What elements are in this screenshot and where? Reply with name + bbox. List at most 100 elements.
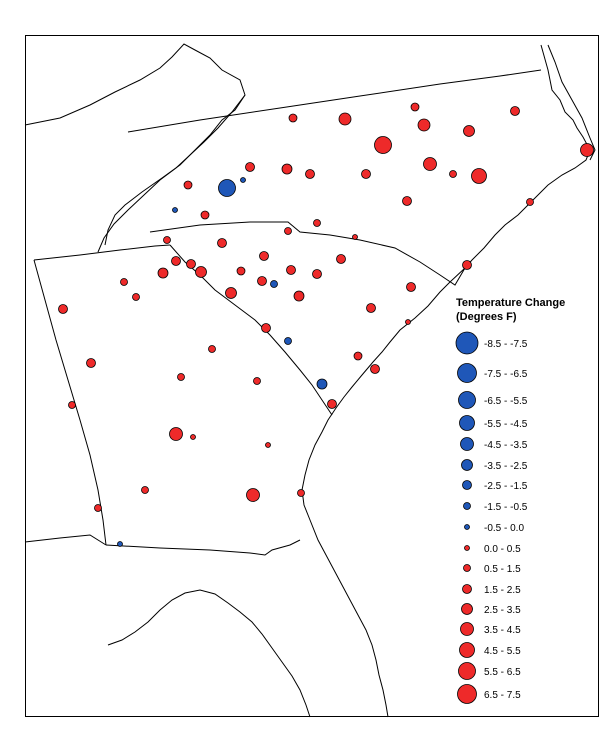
station-marker bbox=[327, 399, 337, 409]
station-marker bbox=[281, 163, 293, 175]
legend-label: -6.5 - -5.5 bbox=[484, 396, 528, 407]
station-marker bbox=[120, 278, 128, 286]
legend-label: 5.5 - 6.5 bbox=[484, 667, 521, 678]
station-marker bbox=[402, 196, 412, 206]
station-marker bbox=[259, 251, 269, 261]
va-nc-border bbox=[127, 69, 542, 133]
legend-symbol bbox=[464, 524, 470, 530]
station-marker bbox=[370, 364, 380, 374]
atlantic-coastline bbox=[301, 44, 591, 718]
station-marker bbox=[86, 358, 96, 368]
legend-symbol bbox=[457, 363, 477, 383]
legend-symbol bbox=[460, 622, 474, 636]
station-marker bbox=[312, 269, 322, 279]
legend-symbol bbox=[461, 459, 473, 471]
legend-symbol bbox=[462, 480, 472, 490]
station-marker bbox=[169, 427, 183, 441]
legend-label: -7.5 - -6.5 bbox=[484, 369, 528, 380]
legend-label: 4.5 - 5.5 bbox=[484, 646, 521, 657]
station-marker bbox=[141, 486, 149, 494]
station-marker bbox=[297, 489, 305, 497]
station-marker bbox=[157, 267, 169, 279]
station-marker bbox=[352, 234, 358, 240]
station-marker bbox=[293, 290, 305, 302]
station-marker bbox=[257, 276, 267, 286]
ga-fl-border bbox=[105, 539, 301, 556]
station-marker bbox=[172, 207, 178, 213]
station-markers bbox=[58, 102, 594, 547]
station-marker bbox=[338, 112, 352, 126]
station-marker bbox=[405, 319, 411, 325]
station-marker bbox=[177, 373, 185, 381]
al-fl-border bbox=[24, 534, 107, 546]
station-marker bbox=[240, 177, 246, 183]
station-marker bbox=[253, 377, 261, 385]
ga-north-border bbox=[33, 244, 171, 261]
station-marker bbox=[190, 434, 196, 440]
station-marker bbox=[208, 345, 216, 353]
station-marker bbox=[471, 168, 487, 184]
legend-label: -1.5 - -0.5 bbox=[484, 502, 528, 513]
station-marker bbox=[580, 143, 594, 157]
legend-label: -4.5 - -3.5 bbox=[484, 440, 528, 451]
station-marker bbox=[186, 259, 196, 269]
legend-label: -2.5 - -1.5 bbox=[484, 481, 528, 492]
station-marker bbox=[449, 170, 457, 178]
station-marker bbox=[195, 266, 207, 278]
legend-label: -3.5 - -2.5 bbox=[484, 461, 528, 472]
legend-label: 3.5 - 4.5 bbox=[484, 625, 521, 636]
station-marker bbox=[284, 337, 292, 345]
station-marker bbox=[313, 219, 321, 227]
legend-label: -8.5 - -7.5 bbox=[484, 339, 528, 350]
gulf-coastline bbox=[107, 589, 311, 718]
station-marker bbox=[265, 442, 271, 448]
legend-label: 6.5 - 7.5 bbox=[484, 690, 521, 701]
sc-ga-border bbox=[169, 244, 333, 416]
legend-symbol bbox=[460, 437, 474, 451]
map-frame bbox=[25, 35, 599, 717]
station-marker bbox=[288, 113, 298, 123]
legend-symbol bbox=[458, 662, 476, 680]
legend-symbol bbox=[461, 603, 473, 615]
legend: -8.5 - -7.5 -7.5 - -6.5 -6.5 - -5.5 -5.5… bbox=[455, 331, 528, 704]
station-marker bbox=[163, 236, 171, 244]
legend-label: 2.5 - 3.5 bbox=[484, 605, 521, 616]
station-marker bbox=[132, 293, 140, 301]
station-marker bbox=[510, 106, 520, 116]
station-marker bbox=[217, 238, 227, 248]
station-marker bbox=[526, 198, 534, 206]
station-marker bbox=[94, 504, 102, 512]
station-marker bbox=[366, 303, 376, 313]
station-marker bbox=[406, 282, 416, 292]
legend-symbol bbox=[459, 642, 475, 658]
station-marker bbox=[218, 179, 236, 197]
station-marker bbox=[183, 180, 193, 190]
station-marker bbox=[305, 169, 315, 179]
nc-sc-border bbox=[149, 221, 466, 286]
legend-symbol bbox=[462, 584, 472, 594]
legend-symbol bbox=[455, 331, 479, 355]
legend-label: -5.5 - -4.5 bbox=[484, 419, 528, 430]
station-marker bbox=[245, 162, 255, 172]
station-marker bbox=[462, 260, 472, 270]
station-marker bbox=[261, 323, 271, 333]
station-marker bbox=[58, 304, 68, 314]
station-marker bbox=[286, 265, 296, 275]
station-marker bbox=[417, 118, 431, 132]
legend-label: 0.5 - 1.5 bbox=[484, 564, 521, 575]
legend-title-line1: Temperature Change bbox=[456, 297, 565, 309]
legend-symbol bbox=[459, 415, 475, 431]
station-marker bbox=[270, 280, 278, 288]
nc-tn-border bbox=[97, 94, 246, 253]
station-marker bbox=[374, 136, 392, 154]
station-marker bbox=[463, 125, 475, 137]
legend-symbol bbox=[463, 564, 471, 572]
legend-symbol bbox=[464, 545, 470, 551]
station-marker bbox=[225, 287, 237, 299]
outer-banks bbox=[547, 44, 596, 161]
station-marker bbox=[316, 378, 328, 390]
station-marker bbox=[68, 401, 76, 409]
legend-title-line2: (Degrees F) bbox=[456, 311, 517, 323]
station-marker bbox=[336, 254, 346, 264]
